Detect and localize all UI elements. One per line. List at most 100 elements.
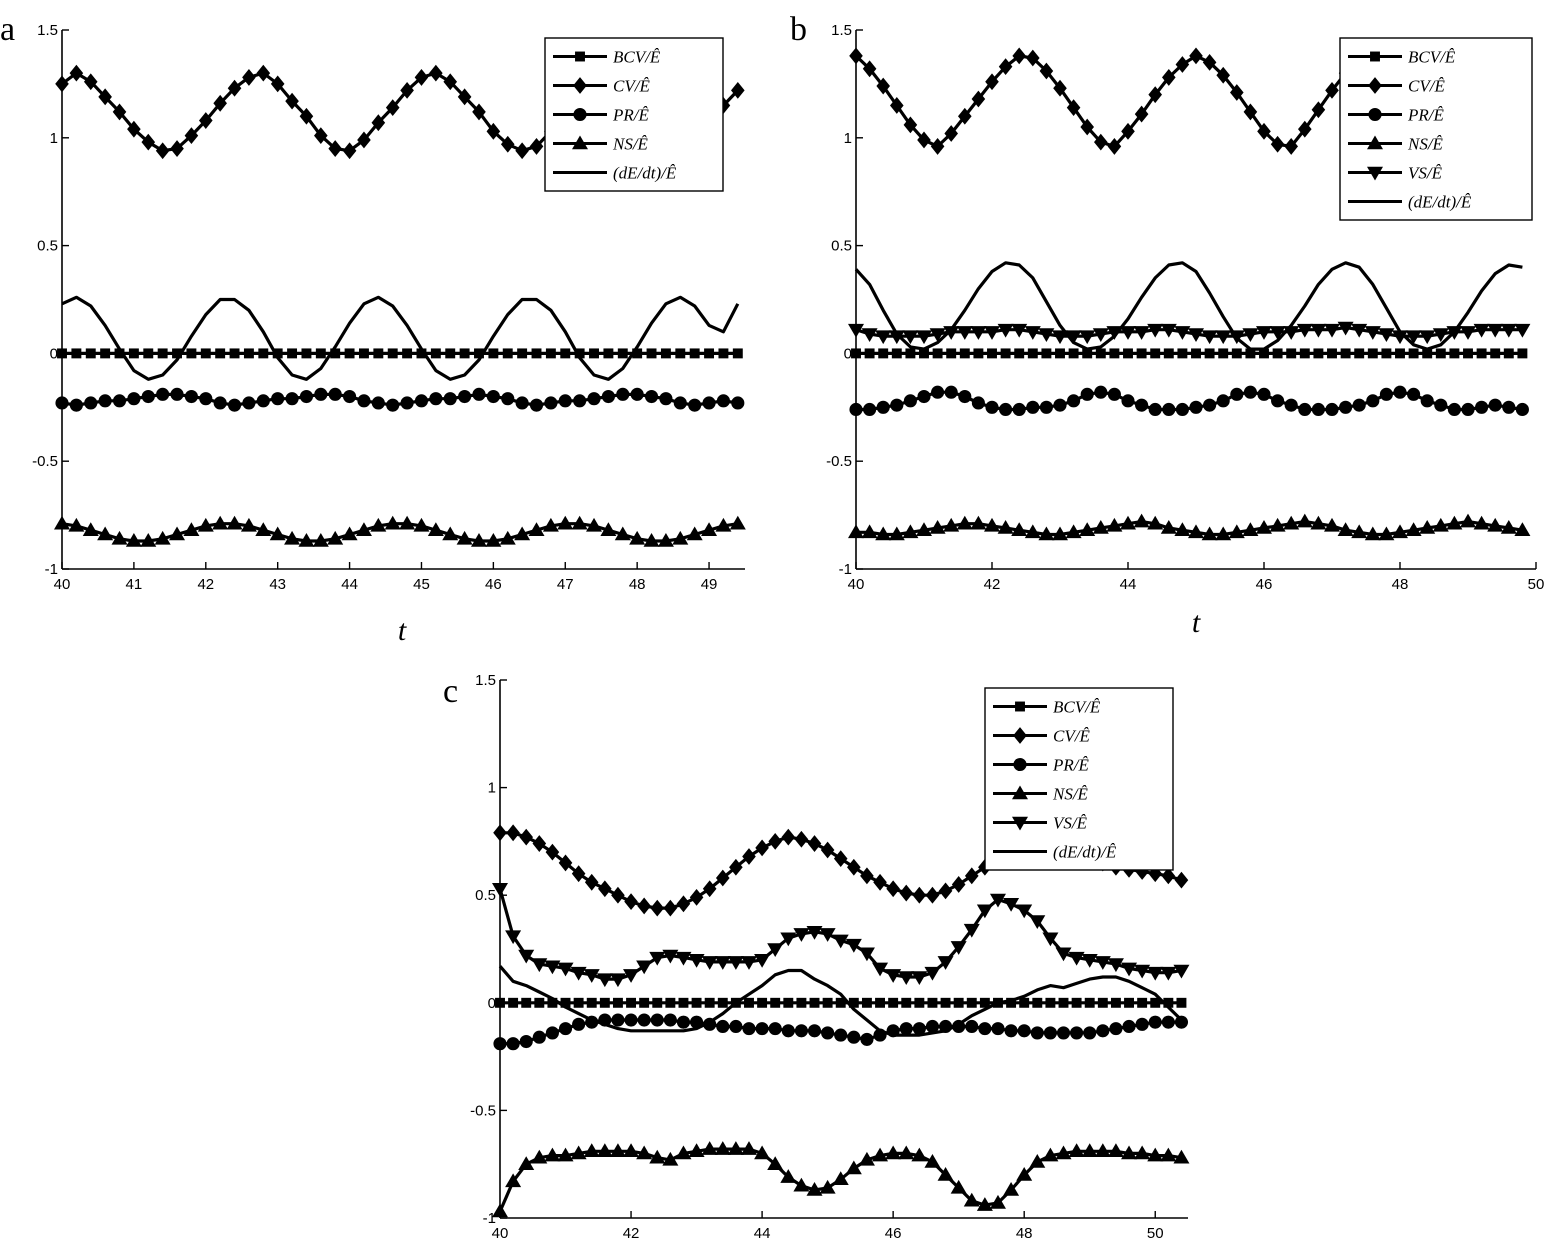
series-triangle-up — [848, 513, 1531, 541]
data-point — [757, 997, 768, 1008]
data-point — [903, 116, 918, 134]
data-point — [956, 326, 973, 340]
data-point — [587, 392, 601, 406]
data-point — [515, 142, 529, 160]
data-point — [1071, 997, 1082, 1008]
data-point — [128, 348, 139, 359]
data-point — [691, 997, 702, 1008]
data-point — [1449, 348, 1460, 359]
data-point — [1325, 402, 1339, 417]
data-point — [1000, 348, 1011, 359]
data-point — [1026, 400, 1040, 414]
data-point — [675, 1145, 692, 1160]
data-point — [1027, 348, 1038, 359]
data-point — [242, 396, 256, 410]
data-point — [819, 1179, 836, 1194]
data-point — [888, 330, 905, 345]
data-point — [495, 997, 505, 1008]
data-point — [586, 997, 597, 1008]
y-tick-label: 0.5 — [831, 238, 852, 255]
data-point — [742, 1022, 756, 1036]
data-point — [486, 389, 500, 404]
data-point — [649, 951, 666, 966]
data-point — [1177, 348, 1188, 359]
data-point — [1176, 997, 1187, 1008]
data-point — [519, 828, 534, 846]
data-point — [891, 348, 902, 359]
data-point — [1148, 86, 1162, 104]
data-point — [1003, 1182, 1020, 1196]
data-point — [492, 1203, 508, 1218]
data-point — [611, 886, 625, 904]
data-point — [1029, 915, 1046, 930]
data-point — [1032, 997, 1043, 1008]
y-tick-label: -0.5 — [470, 1102, 496, 1119]
data-point — [157, 348, 168, 359]
data-point — [1055, 947, 1072, 962]
data-point — [938, 882, 953, 900]
legend-entry: NS/Ê — [1407, 135, 1444, 154]
data-point — [493, 824, 507, 842]
data-point — [572, 1017, 586, 1031]
data-point — [1160, 323, 1177, 338]
data-point — [442, 526, 459, 541]
panel-c: -1 -0.5 0 0.5 1 1.5 40 42 44 46 48 50 c BCV/Ê CV/Ê PR/Ê… — [443, 672, 1190, 1242]
data-point — [702, 880, 717, 898]
data-point — [571, 515, 588, 530]
data-point — [83, 73, 98, 91]
data-point — [601, 389, 615, 404]
data-point — [1150, 997, 1161, 1008]
data-point — [927, 997, 938, 1008]
data-point — [924, 966, 941, 981]
panel-label: a — [0, 11, 15, 48]
data-point — [532, 1030, 546, 1044]
data-point — [1024, 326, 1041, 340]
data-point — [966, 997, 977, 1008]
data-point — [937, 956, 954, 970]
legend-marker — [1012, 785, 1028, 800]
data-point — [943, 326, 960, 340]
data-point — [794, 1024, 808, 1038]
legend-entry: (dE/dt)/Ê — [1408, 193, 1472, 212]
y-tick-label: 1.5 — [475, 672, 496, 689]
data-point — [545, 1026, 559, 1040]
data-point — [1079, 522, 1096, 536]
data-point — [701, 522, 718, 536]
data-point — [917, 389, 931, 404]
data-point — [1068, 951, 1085, 966]
data-point — [445, 348, 456, 359]
data-point — [1487, 323, 1504, 338]
data-point — [953, 997, 964, 1008]
data-point — [931, 385, 945, 399]
data-point — [1310, 323, 1327, 338]
data-point — [1137, 997, 1148, 1008]
legend-entry: BCV/Ê — [1408, 48, 1456, 67]
data-point — [1120, 515, 1136, 530]
data-point — [1395, 348, 1405, 359]
panel-label: c — [443, 673, 458, 710]
data-point — [1422, 348, 1433, 359]
panel-label: b — [790, 11, 807, 48]
data-point — [1042, 1147, 1059, 1162]
data-point — [501, 392, 515, 406]
data-point — [875, 330, 892, 345]
data-point — [1038, 328, 1055, 342]
data-point — [227, 398, 242, 412]
data-point — [704, 997, 715, 1008]
data-point — [1016, 904, 1033, 919]
data-point — [1299, 348, 1310, 359]
data-point — [875, 526, 892, 541]
data-point — [141, 389, 155, 404]
data-point — [1173, 1149, 1190, 1164]
data-point — [861, 524, 878, 539]
data-point — [1296, 513, 1313, 528]
data-point — [443, 392, 457, 406]
data-point — [1298, 120, 1312, 138]
data-point — [848, 323, 864, 338]
data-point — [1408, 348, 1419, 359]
data-point — [560, 997, 571, 1008]
data-point — [429, 64, 443, 82]
data-point — [1095, 348, 1106, 359]
data-point — [902, 524, 919, 539]
data-point — [1269, 517, 1286, 532]
